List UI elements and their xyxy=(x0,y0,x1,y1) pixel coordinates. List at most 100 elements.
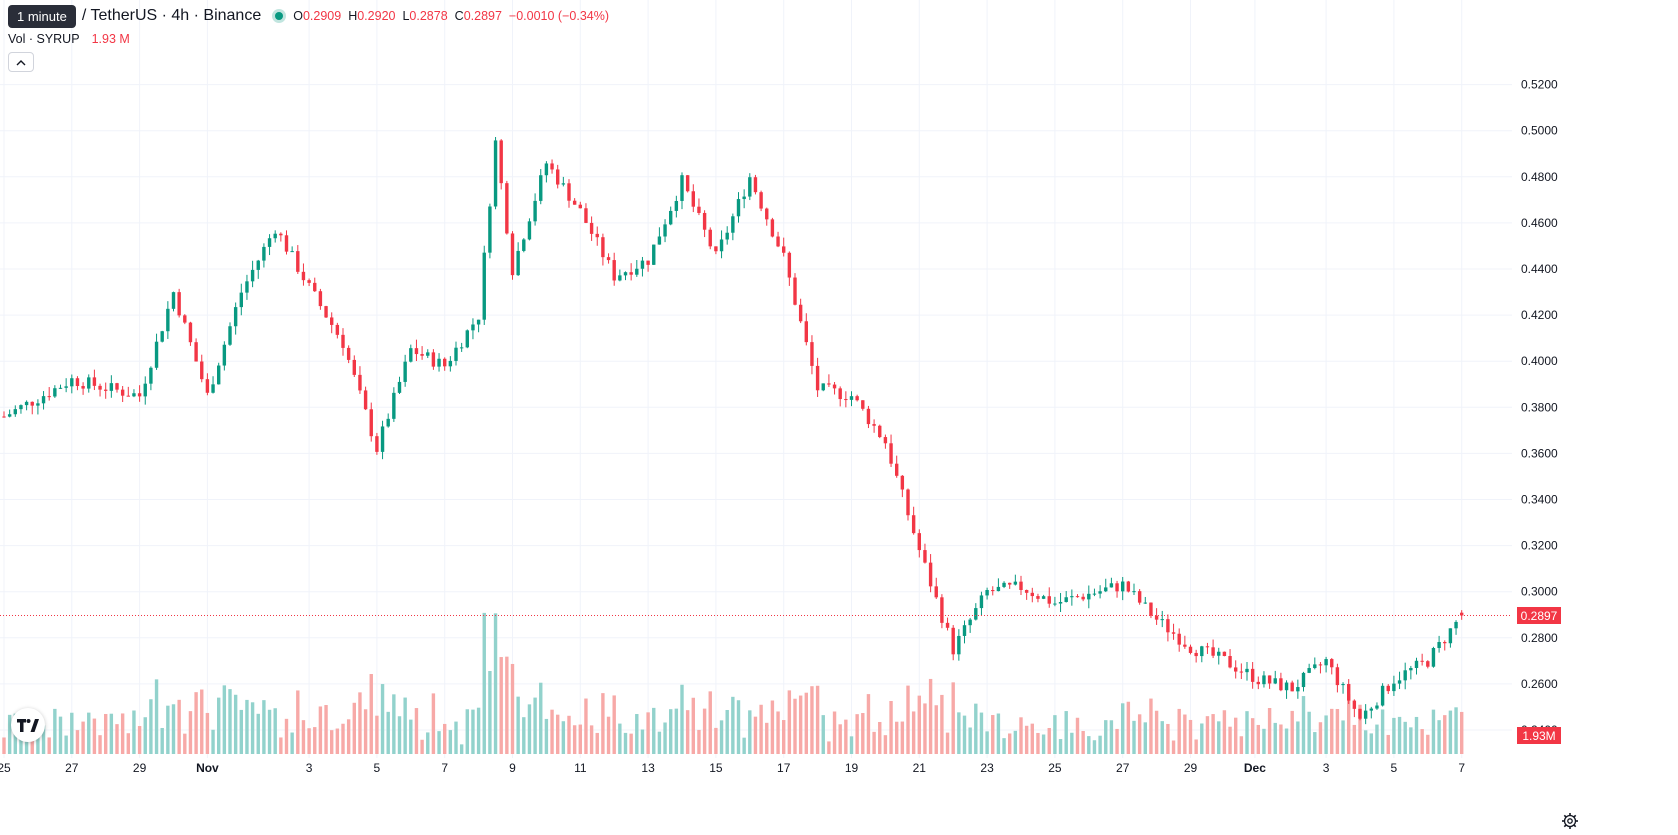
candle-body xyxy=(849,396,854,400)
gear-icon[interactable] xyxy=(1561,812,1579,830)
volume-bar xyxy=(335,728,340,754)
volume-bar xyxy=(1420,729,1424,754)
candle-body xyxy=(1205,646,1210,648)
volume-bar xyxy=(1160,721,1164,754)
candle-body xyxy=(759,192,763,209)
volume-bar xyxy=(1194,739,1198,754)
candle-body xyxy=(601,237,605,258)
volume-bar xyxy=(1307,711,1311,754)
time-tick: 11 xyxy=(574,761,587,775)
candle-body xyxy=(968,619,972,626)
candle-body xyxy=(493,140,498,207)
candle-body xyxy=(290,251,294,253)
volume-bar xyxy=(539,682,543,754)
candle-body xyxy=(979,595,984,609)
volume-bar xyxy=(1047,727,1051,754)
candle-body xyxy=(1200,646,1204,657)
volume-bar xyxy=(1030,723,1034,754)
candle-body xyxy=(1369,708,1373,711)
volume-bar xyxy=(324,705,328,754)
candle-body xyxy=(245,281,249,293)
volume-bar xyxy=(420,739,424,754)
volume-bar xyxy=(606,716,611,754)
candle-body xyxy=(301,271,306,281)
candle-body xyxy=(945,622,950,628)
candle-body xyxy=(228,326,232,345)
volume-bar xyxy=(1121,703,1125,754)
volume-bar xyxy=(906,685,910,754)
time-tick: 19 xyxy=(845,761,859,775)
volume-bar xyxy=(1036,732,1040,754)
candle-body xyxy=(1132,591,1136,593)
last-volume-label: 1.93M xyxy=(1517,727,1561,744)
candle-body xyxy=(606,257,611,261)
candle-body xyxy=(380,426,385,452)
volume-bar xyxy=(663,722,667,754)
volume-bar xyxy=(341,723,345,754)
volume-bar xyxy=(115,724,119,754)
candle-body xyxy=(1104,587,1108,592)
candle-body xyxy=(556,169,560,185)
candle-body xyxy=(250,269,255,282)
volume-bar xyxy=(567,715,571,754)
volume-bar xyxy=(1301,696,1306,754)
volume-bar xyxy=(1132,720,1136,754)
candle-body xyxy=(1307,668,1311,673)
candle-body xyxy=(1341,684,1345,686)
open-label: O xyxy=(293,9,303,23)
candle-body xyxy=(1352,700,1357,709)
volume-bar xyxy=(392,694,396,754)
candle-body xyxy=(1160,619,1164,621)
volume-bar xyxy=(708,691,712,754)
market-status-dot[interactable] xyxy=(275,12,284,20)
price-tick: 0.2800 xyxy=(1521,631,1558,645)
volume-bar xyxy=(1318,722,1323,754)
tradingview-logo-icon[interactable] xyxy=(11,708,45,742)
candle-body xyxy=(827,383,831,385)
volume-bar xyxy=(895,721,899,754)
volume-bar xyxy=(1324,715,1328,754)
volume-bar xyxy=(1392,717,1396,754)
candle-body xyxy=(748,177,752,197)
candle-body xyxy=(335,324,340,335)
time-axis[interactable]: 25 27 29 Nov 3 5 7 9 11 13 15 17 19 21 23 25 27 29 Dec 3 5 7 xyxy=(0,761,1465,775)
candle-body xyxy=(1024,589,1029,593)
volume-bar xyxy=(838,724,842,754)
price-tick: 0.2600 xyxy=(1521,677,1558,691)
volume-bar xyxy=(832,711,837,754)
candle-body xyxy=(1437,642,1441,649)
collapse-legend-button[interactable] xyxy=(8,52,34,72)
candle-body xyxy=(974,608,978,620)
price-tick: 0.4400 xyxy=(1521,262,1558,276)
low-label: L xyxy=(402,9,410,23)
volume-bar xyxy=(493,613,498,754)
candle-body xyxy=(725,232,729,240)
candle-body xyxy=(1358,708,1362,719)
volume-bar xyxy=(1414,716,1419,754)
time-tick: 21 xyxy=(913,761,927,775)
price-axis[interactable]: 0.5200 0.5000 0.4800 0.4600 0.4400 0.4200 0.40… xyxy=(1521,78,1558,737)
volume-bar xyxy=(556,714,560,754)
volume-bar xyxy=(1013,730,1018,754)
candle-body xyxy=(471,324,475,331)
candle-body xyxy=(375,436,379,452)
volume-bar xyxy=(87,712,91,754)
volume-bar xyxy=(669,709,673,754)
candle-body xyxy=(341,334,345,348)
candle-body xyxy=(962,625,967,636)
candle-body xyxy=(1109,583,1114,588)
volume-bar xyxy=(787,690,792,754)
candle-body xyxy=(217,365,221,385)
price-tick: 0.3000 xyxy=(1521,585,1558,599)
candle-body xyxy=(53,388,57,397)
volume-bar xyxy=(685,710,690,754)
volume-bar xyxy=(1200,723,1204,754)
candle-body xyxy=(714,246,718,252)
volume-bar xyxy=(352,702,356,754)
time-tick: 13 xyxy=(641,761,655,775)
volume-bar xyxy=(36,735,40,754)
volume-label[interactable]: Vol · SYRUP xyxy=(8,32,80,46)
symbol-title[interactable]: / TetherUS · 4h · Binance xyxy=(81,7,262,24)
volume-bar xyxy=(47,737,51,754)
